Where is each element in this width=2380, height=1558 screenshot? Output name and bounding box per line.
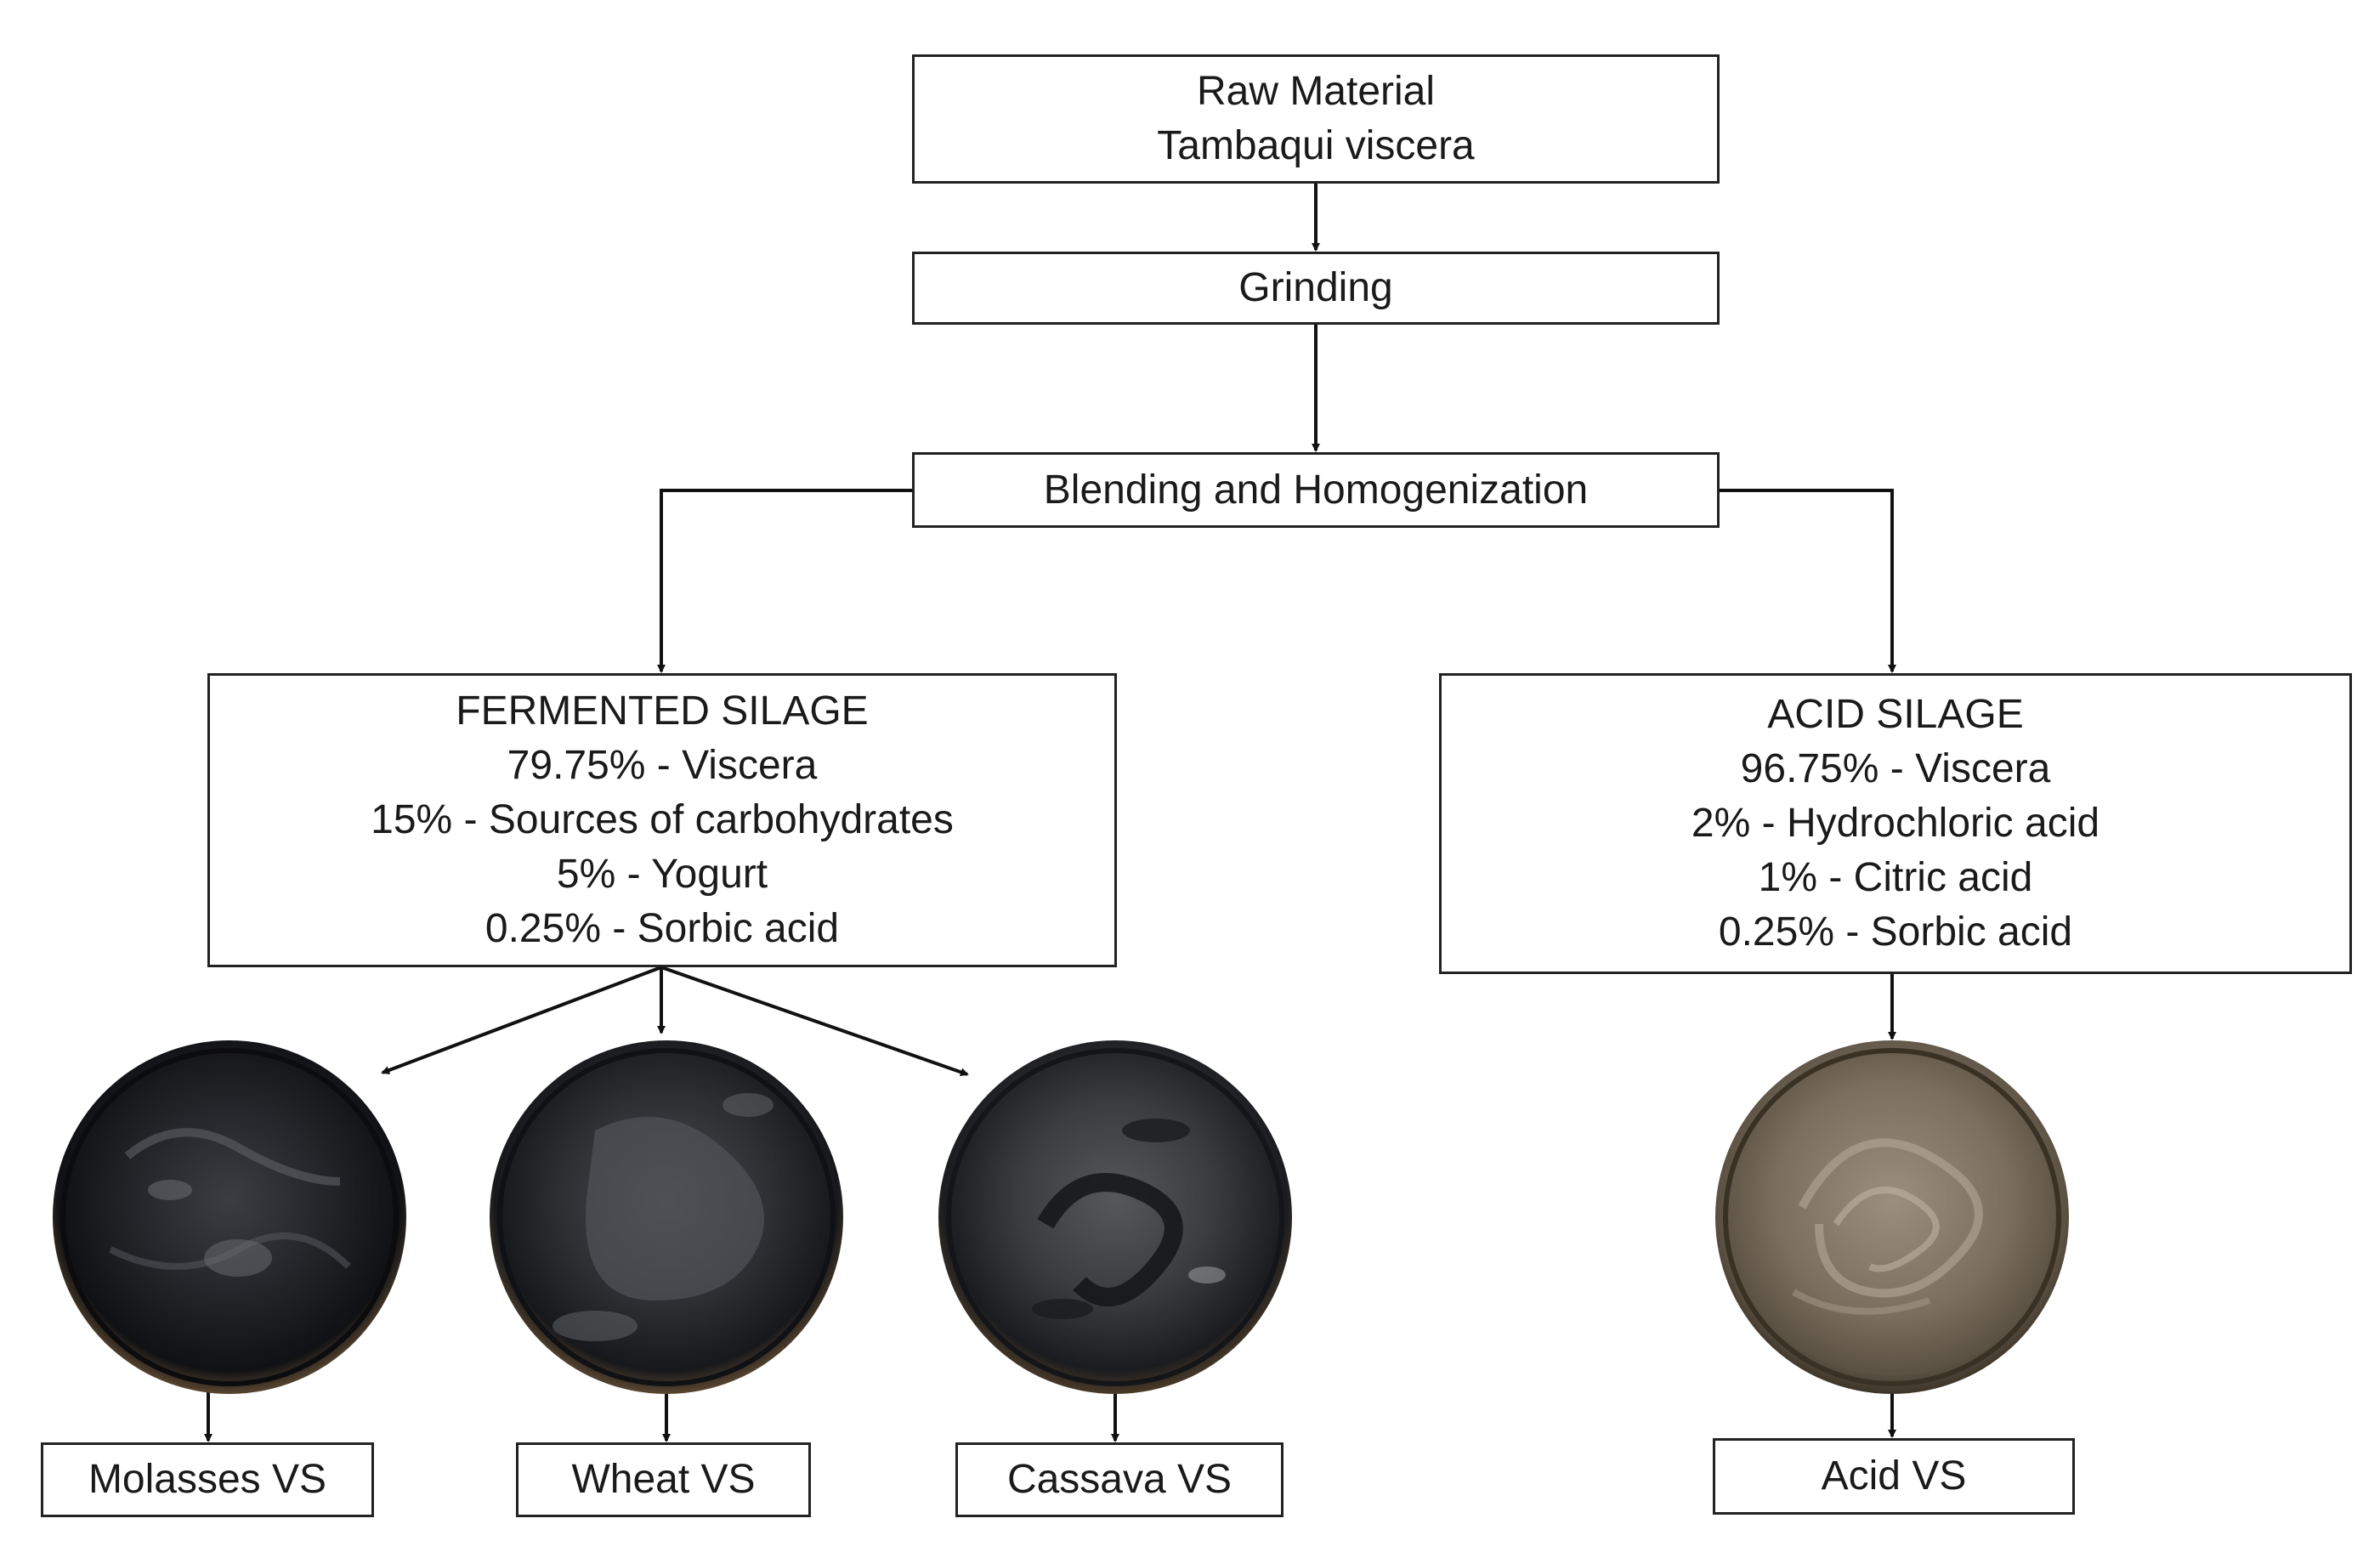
acid-item: 96.75% - Viscera — [1740, 746, 2051, 791]
fermented-item: 15% - Sources of carbohydrates — [371, 797, 954, 842]
acid-item: 2% - Hydrochloric acid — [1691, 801, 2100, 846]
cassava-vs-label: Cassava VS — [955, 1442, 1284, 1517]
cassava-vs-text: Cassava VS — [1006, 1457, 1232, 1502]
fermented-silage-title: FERMENTED SILAGE — [456, 688, 869, 734]
raw-material-subtitle: Tambaqui viscera — [1157, 123, 1475, 168]
fermented-item: 5% - Yogurt — [556, 852, 768, 897]
acid-vs-label: Acid VS — [1713, 1438, 2075, 1515]
wheat-vs-label: Wheat VS — [516, 1442, 811, 1517]
acid-silage-title: ACID SILAGE — [1767, 692, 2024, 737]
fermented-item: 0.25% - Sorbic acid — [484, 906, 840, 951]
molasses-vs-text: Molasses VS — [88, 1457, 327, 1502]
acid-sample-photo — [1715, 1040, 2069, 1394]
molasses-sample-photo — [53, 1040, 406, 1394]
molasses-vs-label: Molasses VS — [41, 1442, 374, 1517]
wheat-vs-text: Wheat VS — [571, 1457, 756, 1502]
acid-item: 0.25% - Sorbic acid — [1718, 909, 2073, 955]
arrow-fermented-to-cassava — [660, 966, 969, 1077]
acid-vs-text: Acid VS — [1821, 1453, 1967, 1499]
arrow-blending-to-fermented — [657, 489, 912, 673]
fermented-silage-box: FERMENTED SILAGE 79.75% - Viscera 15% - … — [207, 673, 1117, 967]
raw-material-title: Raw Material — [1196, 69, 1436, 114]
raw-material-box: Raw Material Tambaqui viscera — [912, 54, 1720, 184]
acid-silage-box: ACID SILAGE 96.75% - Viscera 2% - Hydroc… — [1439, 673, 2352, 974]
cassava-sample-photo — [938, 1040, 1292, 1394]
grinding-box: Grinding — [912, 252, 1720, 325]
wheat-sample-photo — [490, 1040, 843, 1394]
arrow-fermented-to-molasses — [381, 966, 662, 1074]
blending-label: Blending and Homogenization — [1043, 467, 1589, 513]
grinding-label: Grinding — [1238, 265, 1393, 310]
fermented-item: 79.75% - Viscera — [507, 743, 818, 788]
acid-item: 1% - Citric acid — [1758, 855, 2033, 900]
arrow-blending-to-acid — [1720, 489, 1896, 673]
blending-box: Blending and Homogenization — [912, 452, 1720, 528]
